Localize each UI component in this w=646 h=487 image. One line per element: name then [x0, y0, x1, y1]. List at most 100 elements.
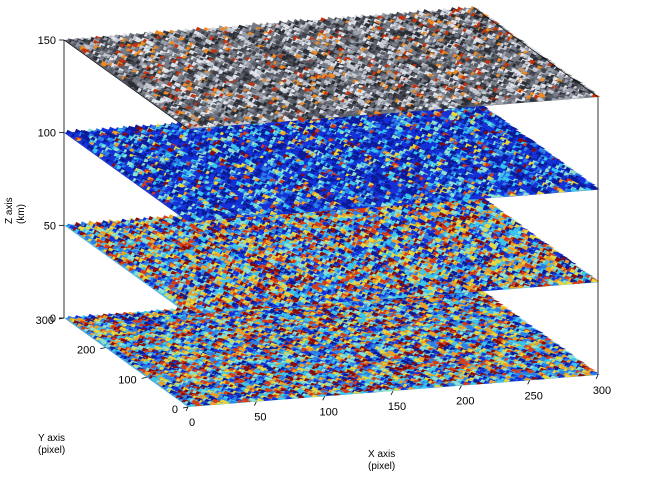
surface-cell: [156, 358, 166, 362]
surface-cell: [324, 332, 334, 336]
surface-cell: [434, 297, 444, 301]
surface-cell: [505, 332, 515, 336]
surface-cell: [360, 309, 370, 313]
surface-cell: [407, 299, 416, 303]
surface-cell: [341, 343, 351, 348]
surface-cell: [205, 322, 215, 327]
surface-cell: [151, 349, 161, 353]
surface-cell: [363, 333, 373, 337]
surface-cell: [429, 336, 438, 340]
surface-cell: [179, 331, 189, 335]
surface-cell: [450, 330, 459, 334]
surface-cell: [163, 358, 173, 362]
surface-cell: [293, 321, 303, 325]
surface-cell: [222, 346, 231, 350]
surface-cell: [163, 315, 173, 319]
surface-cell: [444, 304, 454, 308]
surface-cell: [458, 303, 467, 307]
surface-cell: [76, 317, 86, 321]
surface-cell: [461, 295, 470, 299]
surface-cell: [475, 327, 485, 331]
surface-cell: [132, 313, 142, 318]
surface-cell: [111, 315, 121, 319]
surface-cell: [359, 330, 369, 335]
surface-cell: [246, 336, 256, 340]
surface-cell: [215, 340, 224, 344]
surface-cell: [514, 317, 524, 321]
surface-cell: [266, 333, 276, 337]
surface-cell: [76, 323, 86, 327]
surface-cell: [186, 325, 196, 329]
surface-cell: [130, 345, 140, 349]
surface-cell: [229, 312, 238, 317]
surface-cell: [328, 313, 338, 317]
surface-cell: [222, 336, 232, 339]
surface-cell: [131, 351, 141, 356]
surface-cell: [204, 317, 214, 320]
surface-cell: [144, 316, 153, 320]
surface-cell: [186, 331, 196, 335]
surface-cell: [160, 356, 170, 360]
surface-cell: [393, 327, 402, 331]
surface-cell: [262, 342, 272, 345]
surface-cell: [459, 298, 469, 302]
surface-cell: [445, 332, 455, 336]
surface-cell: [267, 307, 277, 311]
surface-cell: [192, 346, 202, 349]
surface-cell: [389, 335, 399, 339]
surface-cell: [111, 332, 121, 336]
surface-cell: [102, 324, 111, 328]
surface-cell: [431, 296, 441, 299]
surface-cell: [234, 315, 243, 320]
surface-cell: [432, 307, 442, 311]
surface-cell: [192, 324, 202, 328]
surface-cell: [321, 314, 331, 318]
surface-cell: [404, 335, 414, 339]
surface-cell: [518, 325, 527, 329]
surface-cell: [300, 342, 309, 346]
surface-cell: [402, 339, 411, 343]
surface-cell: [202, 326, 212, 330]
surface-cell: [125, 330, 135, 335]
surface-cell: [92, 323, 102, 327]
surface-cell: [152, 334, 161, 338]
surface-cell: [276, 346, 286, 351]
surface-cell: [198, 323, 208, 327]
surface-cell: [267, 340, 277, 344]
surface-cell: [393, 316, 403, 320]
surface-cell: [232, 310, 242, 313]
surface-cell: [400, 316, 410, 320]
surface-cell: [220, 350, 230, 354]
surface-cell: [418, 323, 428, 327]
surface-cell: [467, 299, 477, 303]
surface-cell: [257, 327, 267, 331]
surface-cell: [371, 300, 381, 304]
surface-cell: [167, 317, 177, 321]
surface-cell: [240, 322, 250, 326]
surface-cell: [159, 343, 168, 347]
surface-cell: [353, 314, 362, 319]
surface-cell: [351, 314, 361, 317]
surface-cell: [517, 323, 526, 327]
surface-cell: [343, 302, 353, 306]
surface-cell: [156, 353, 166, 357]
surface-cell: [133, 358, 143, 362]
surface-cell: [431, 305, 441, 309]
surface-cell: [465, 302, 475, 307]
surface-cell: [344, 313, 354, 318]
surface-cell: [93, 328, 103, 333]
surface-cell: [253, 352, 263, 356]
surface-cell: [138, 351, 148, 355]
surface-cell: [272, 316, 282, 320]
surface-cell: [307, 337, 316, 340]
surface-cell: [226, 327, 236, 332]
surface-cell: [418, 296, 428, 300]
surface-cell: [264, 344, 274, 347]
surface-cell: [409, 312, 419, 316]
surface-cell: [151, 316, 161, 320]
surface-cell: [178, 335, 187, 339]
surface-cell: [352, 320, 361, 324]
surface-cell: [339, 332, 349, 336]
surface-cell: [154, 323, 164, 327]
surface-cell: [163, 352, 173, 356]
